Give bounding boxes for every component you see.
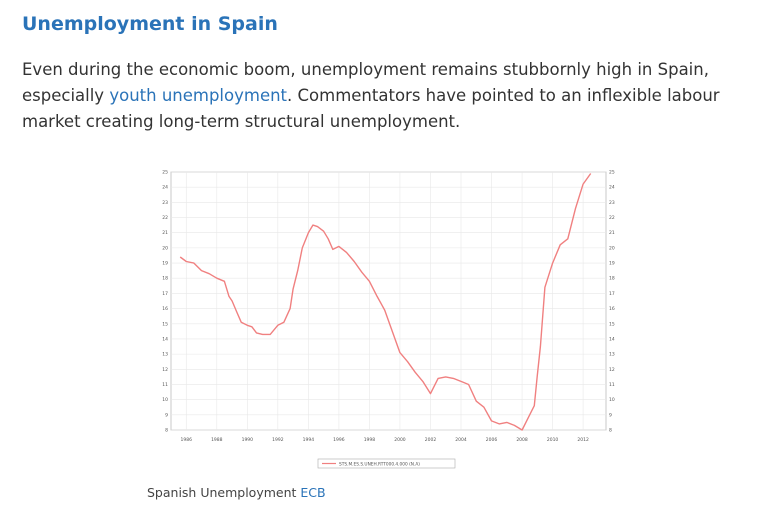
x-tick-label: 2008 (516, 437, 528, 443)
x-tick-label: 2012 (577, 437, 589, 443)
y-tick-label-right: 9 (609, 412, 612, 418)
legend-box (317, 458, 456, 469)
x-tick-label: 2000 (394, 437, 406, 443)
x-tick-label: 1992 (272, 437, 284, 443)
y-tick-label-right: 18 (609, 276, 615, 282)
series-line (179, 173, 592, 431)
x-tick-label: 2002 (425, 437, 437, 443)
y-tick-label-left: 12 (162, 367, 168, 373)
y-tick-label-left: 10 (162, 397, 168, 403)
y-tick-label-left: 17 (162, 291, 168, 297)
y-tick-label-right: 14 (609, 336, 615, 342)
y-tick-label-left: 8 (165, 428, 168, 434)
paragraph-text-start: Even during the economic boom, unemploym… (22, 60, 709, 105)
y-tick-label-right: 20 (609, 245, 615, 251)
x-tick-label: 1996 (333, 437, 345, 443)
y-tick-label-left: 21 (162, 230, 168, 236)
y-tick-label-right: 11 (609, 382, 615, 388)
caption-text: Spanish Unemployment (147, 485, 301, 500)
y-tick-label-right: 8 (609, 428, 612, 434)
y-tick-label-left: 14 (162, 336, 168, 342)
y-tick-label-left: 19 (162, 261, 168, 267)
y-tick-label-right: 10 (609, 397, 615, 403)
x-tick-label: 1988 (211, 437, 223, 443)
y-tick-label-left: 18 (162, 276, 168, 282)
y-tick-label-right: 24 (609, 185, 615, 191)
x-tick-label: 1986 (181, 437, 193, 443)
unemployment-chart: 8 8 9 9 10 10 11 11 12 12 13 13 14 14 15 15 16 16 17 17 18 18… (150, 160, 630, 478)
y-tick-label-right: 25 (609, 170, 615, 176)
chart-caption: Spanish Unemployment ECB (147, 485, 326, 500)
y-tick-label-left: 15 (162, 321, 168, 327)
y-tick-label-left: 20 (162, 245, 168, 251)
paragraph-text-end: . Commentators have pointed to an inflex… (22, 86, 720, 131)
intro-paragraph: Even during the economic boom, unemploym… (22, 57, 762, 135)
chart-svg: 8 8 9 9 10 10 11 11 12 12 13 13 14 14 15 15 16 16 17 17 18 18… (162, 170, 615, 469)
y-tick-label-left: 16 (162, 306, 168, 312)
legend-label: STS.M.ES.S.UNEH.RTT000.4.000 (N.A) (339, 461, 420, 467)
x-tick-label: 1994 (303, 437, 315, 443)
y-tick-label-right: 13 (609, 352, 615, 358)
youth-unemployment-link[interactable]: youth unemployment (109, 86, 288, 105)
y-tick-label-left: 23 (162, 200, 168, 206)
x-tick-label: 2010 (547, 437, 559, 443)
y-tick-label-right: 17 (609, 291, 615, 297)
y-tick-label-left: 24 (162, 185, 168, 191)
y-tick-label-left: 13 (162, 352, 168, 358)
y-tick-label-left: 9 (165, 412, 168, 418)
y-tick-label-left: 25 (162, 170, 168, 176)
y-tick-label-right: 23 (609, 200, 615, 206)
y-tick-label-right: 19 (609, 261, 615, 267)
article-title: Unemployment in Spain (22, 13, 278, 35)
y-tick-label-right: 22 (609, 215, 615, 221)
x-tick-label: 1990 (242, 437, 254, 443)
plot-area (170, 171, 607, 431)
ecb-source-link[interactable]: ECB (300, 485, 326, 500)
x-tick-label: 2006 (486, 437, 498, 443)
y-tick-label-right: 15 (609, 321, 615, 327)
y-tick-label-right: 12 (609, 367, 615, 373)
y-tick-label-left: 11 (162, 382, 168, 388)
x-tick-label: 1998 (364, 437, 376, 443)
y-tick-label-right: 16 (609, 306, 615, 312)
x-tick-label: 2004 (455, 437, 467, 443)
y-tick-label-right: 21 (609, 230, 615, 236)
y-tick-label-left: 22 (162, 215, 168, 221)
